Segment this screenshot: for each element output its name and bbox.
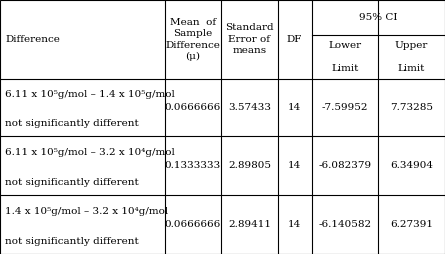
Text: 6.27391: 6.27391	[390, 220, 433, 229]
Text: Standard
Error of
means: Standard Error of means	[225, 23, 274, 55]
Text: Upper

Limit: Upper Limit	[395, 41, 428, 73]
Text: 2.89805: 2.89805	[228, 161, 271, 170]
Text: 6.34904: 6.34904	[390, 161, 433, 170]
Text: 6.11 x 10⁵g/mol – 3.2 x 10⁴g/mol: 6.11 x 10⁵g/mol – 3.2 x 10⁴g/mol	[5, 148, 175, 157]
Text: 3.57433: 3.57433	[228, 103, 271, 112]
Text: Mean  of
Sample
Difference
(μ): Mean of Sample Difference (μ)	[166, 18, 220, 61]
Text: 0.1333333: 0.1333333	[165, 161, 221, 170]
Text: 14: 14	[288, 161, 301, 170]
Text: -6.140582: -6.140582	[318, 220, 372, 229]
Text: -7.59952: -7.59952	[322, 103, 368, 112]
Text: -6.082379: -6.082379	[318, 161, 372, 170]
Text: 95% CI: 95% CI	[359, 13, 397, 22]
Text: 14: 14	[288, 103, 301, 112]
Text: 0.0666666: 0.0666666	[165, 103, 221, 112]
Text: not significantly different: not significantly different	[5, 236, 139, 246]
Text: 14: 14	[288, 220, 301, 229]
Text: not significantly different: not significantly different	[5, 119, 139, 128]
Text: DF: DF	[287, 35, 302, 44]
Text: Difference: Difference	[5, 35, 60, 44]
Text: Lower

Limit: Lower Limit	[328, 41, 361, 73]
Text: 1.4 x 10⁵g/mol – 3.2 x 10⁴g/mol: 1.4 x 10⁵g/mol – 3.2 x 10⁴g/mol	[5, 207, 169, 216]
Text: not significantly different: not significantly different	[5, 178, 139, 187]
Text: 2.89411: 2.89411	[228, 220, 271, 229]
Text: 6.11 x 10⁵g/mol – 1.4 x 10⁵g/mol: 6.11 x 10⁵g/mol – 1.4 x 10⁵g/mol	[5, 90, 175, 99]
Text: 0.0666666: 0.0666666	[165, 220, 221, 229]
Text: 7.73285: 7.73285	[390, 103, 433, 112]
